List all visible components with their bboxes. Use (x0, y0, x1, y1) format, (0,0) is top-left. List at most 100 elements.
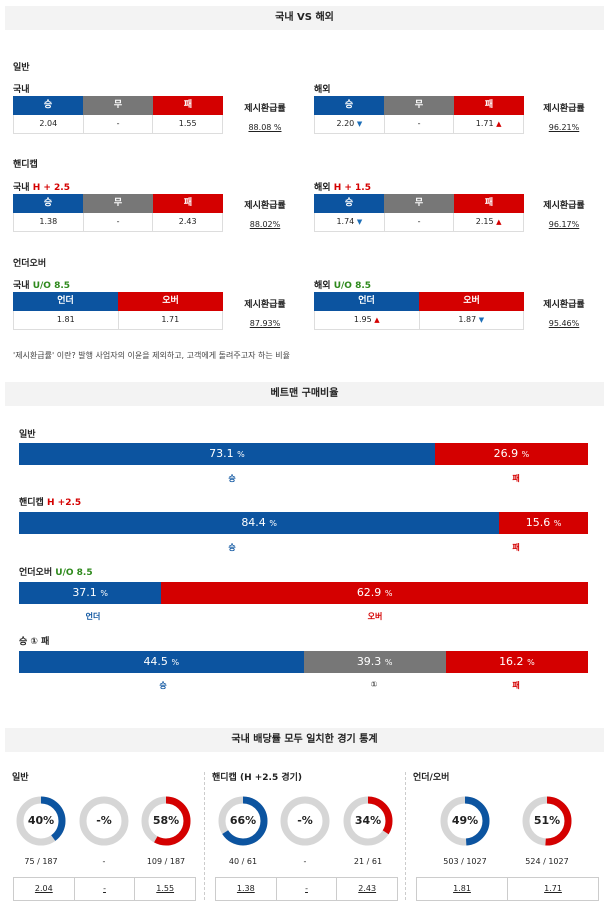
bar-under: 37.1 % (19, 582, 162, 604)
odds-win: 1.74 ▼ (315, 213, 385, 231)
odds-under[interactable]: 1.81 (417, 878, 508, 900)
odds-win: 2.04 (14, 115, 84, 133)
overseas-handicap-table: 승 무 패 1.74 ▼ - 2.15 ▲ (314, 194, 524, 232)
odds-under: 1.81 (14, 311, 119, 329)
odds-draw: - (385, 213, 455, 231)
odds-lose[interactable]: 2.43 (358, 884, 377, 893)
overseas-general-table: 승 무 패 2.20 ▼ - 1.71 ▲ (314, 96, 524, 134)
odds-win[interactable]: 1.38 (216, 878, 277, 900)
donut-ring (440, 796, 490, 846)
section-title-stats: 국내 배당률 모두 일치한 경기 통계 (5, 728, 604, 752)
overseas-label: 해외 (314, 85, 331, 95)
handicap-heading: 핸디캡 (13, 160, 38, 170)
donut-arc (16, 796, 66, 846)
domestic-handicap-label: 국내 H + 2.5 (13, 183, 70, 193)
odds-under: 1.95 ▲ (315, 311, 420, 329)
bar-draw-label: ① (370, 680, 378, 689)
stats-ou-label: 언더/오버 (413, 773, 450, 783)
donut-arc (141, 796, 191, 846)
overunder-heading: 언더오버 (13, 259, 47, 269)
donut-chart: 51% (521, 795, 573, 847)
up-arrow-icon: ▲ (496, 120, 502, 128)
donut-count: - (303, 857, 307, 866)
down-arrow-icon: ▼ (356, 120, 363, 128)
overseas-ou-rate: 제시환급률 95.46% (533, 297, 595, 328)
header-under: 언더 (13, 292, 118, 311)
down-arrow-icon: ▼ (356, 218, 363, 226)
donut-count: 503 / 1027 (443, 857, 487, 866)
donut-ring (141, 796, 191, 846)
rate-label: 제시환급률 (543, 104, 585, 114)
donut-percent: 49% (451, 814, 479, 827)
up-arrow-icon: ▲ (374, 316, 380, 324)
overseas-ou-label: 해외 U/O 8.5 (314, 281, 372, 291)
donut-percent: -% (297, 814, 313, 827)
donut-count: 524 / 1027 (525, 857, 569, 866)
header-lose: 패 (454, 96, 524, 115)
odds-win[interactable]: 2.04 (14, 878, 75, 900)
header-under: 언더 (314, 292, 419, 311)
donut-ring (343, 796, 393, 846)
odds-draw: - (84, 115, 154, 133)
bet-w1l-label: 승 ① 패 (19, 637, 50, 647)
odds-lose[interactable]: 1.55 (156, 884, 175, 893)
header-draw: 무 (83, 96, 153, 115)
general-heading: 일반 (13, 63, 30, 73)
domestic-ou-table: 언더 오버 1.81 1.71 (13, 292, 223, 330)
donut-chart: 40% (15, 795, 67, 847)
bar-win: 73.1 % (19, 443, 435, 465)
bet-handicap-bar: 84.4 % 15.6 % (19, 512, 588, 534)
rate-value: 96.21% (548, 123, 580, 132)
bar-win-label: 승 (228, 474, 236, 483)
bet-ou-bar: 37.1 % 62.9 % (19, 582, 588, 604)
domestic-general-table: 승 무 패 2.04 - 1.55 (13, 96, 223, 134)
header-lose: 패 (153, 96, 223, 115)
bar-under-label: 언더 (85, 612, 101, 621)
rate-label: 제시환급률 (244, 104, 286, 114)
bar-win: 44.5 % (19, 651, 304, 673)
header-win: 승 (13, 96, 83, 115)
rate-value: 88.02% (249, 220, 281, 229)
section-title-compare: 국내 VS 해외 (5, 6, 604, 30)
stats-general-odds: 2.04 - 1.55 (13, 877, 196, 901)
donut-percent: -% (96, 814, 112, 827)
rate-value: 95.46% (548, 319, 580, 328)
stats-ou-odds: 1.81 1.71 (416, 877, 599, 901)
rate-value: 96.17% (548, 220, 580, 229)
bet-ou-label: 언더오버 U/O 8.5 (19, 568, 93, 578)
odds-lose: 2.43 (178, 217, 197, 226)
odds-win: 1.38 (14, 213, 84, 231)
domestic-handicap-table: 승 무 패 1.38 - 2.43 (13, 194, 223, 232)
domestic-label: 국내 (13, 85, 30, 95)
stats-general-label: 일반 (12, 773, 29, 783)
donut-ring (280, 796, 330, 846)
donut-chart: -% (78, 795, 130, 847)
stats-handicap-odds: 1.38 - 2.43 (215, 877, 398, 901)
donut-percent: 66% (229, 814, 257, 827)
donut-ring (522, 796, 572, 846)
odds-over: 1.71 (161, 315, 180, 324)
donut-chart: 49% (439, 795, 491, 847)
bar-over-label: 오버 (367, 612, 383, 621)
odds-over[interactable]: 1.71 (544, 884, 562, 893)
odds-over: 1.87 ▼ (458, 315, 485, 324)
header-draw: 무 (83, 194, 153, 213)
odds-draw: - (277, 878, 338, 900)
donut-ring (16, 796, 66, 846)
donut-arc (522, 796, 572, 846)
donut-percent: 40% (27, 814, 55, 827)
bar-lose-label: 패 (512, 474, 520, 483)
donut-count: 21 / 61 (353, 857, 383, 866)
rate-label: 제시환급률 (543, 201, 585, 211)
donut-ring (79, 796, 129, 846)
header-draw: 무 (384, 96, 454, 115)
section-title-betman: 베트맨 구매비율 (5, 382, 604, 406)
donut-chart: 66% (217, 795, 269, 847)
odds-lose: 1.71 ▲ (475, 119, 502, 128)
donut-count: 75 / 187 (24, 857, 58, 866)
bet-w1l-bar: 44.5 % 39.3 % 16.2 % (19, 651, 588, 673)
odds-win: 2.20 ▼ (315, 115, 385, 133)
bet-general-bar: 73.1 % 26.9 % (19, 443, 588, 465)
domestic-handicap-rate: 제시환급률 88.02% (234, 198, 296, 229)
down-arrow-icon: ▼ (478, 316, 485, 324)
